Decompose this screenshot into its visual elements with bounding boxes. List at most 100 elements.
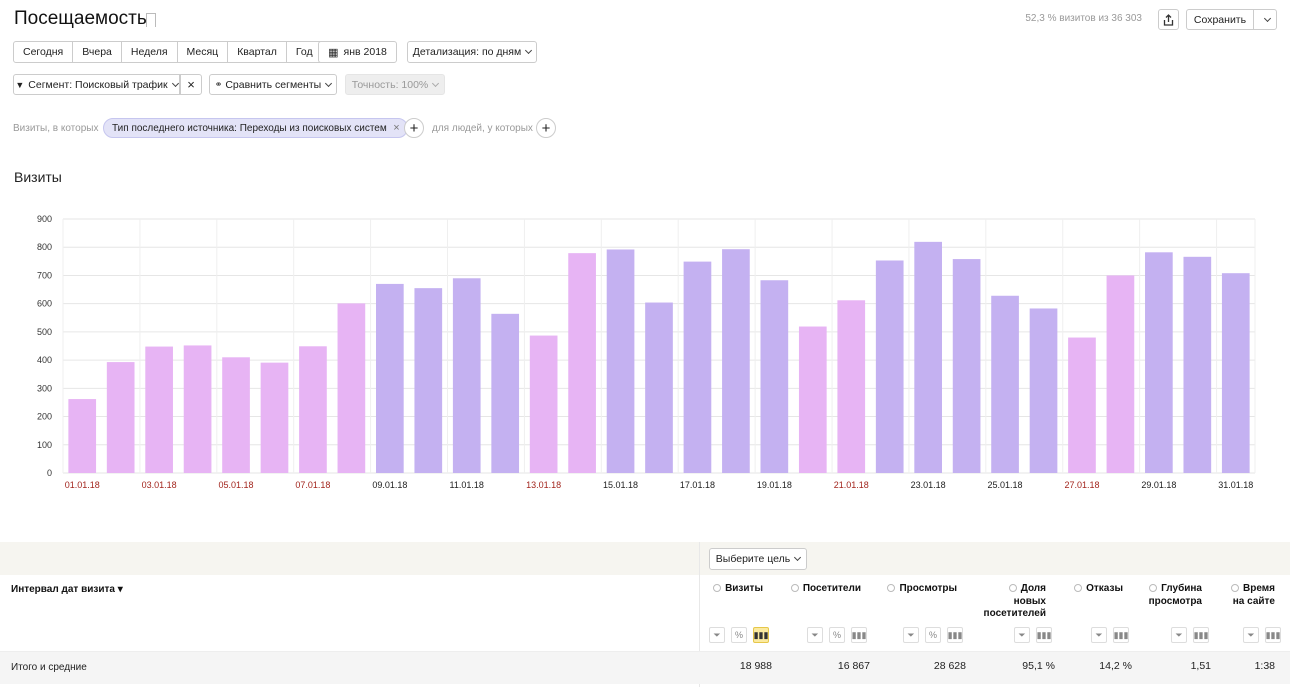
col-time[interactable]: Время на сайте: [1225, 583, 1275, 608]
bar-chart-icon[interactable]: ▮▮▮: [1036, 627, 1052, 643]
bar-chart-icon[interactable]: ▮▮▮: [753, 627, 769, 643]
total-views: 28 628: [933, 660, 966, 672]
bar: [68, 399, 97, 473]
close-icon[interactable]: ×: [393, 122, 400, 134]
radio-icon[interactable]: [1231, 584, 1239, 592]
page-title: Посещаемость: [14, 8, 147, 29]
col-time-label: Время на сайте: [1232, 583, 1275, 607]
period-month[interactable]: Месяц: [178, 42, 229, 62]
goal-label: Выберите цель: [715, 553, 791, 565]
radio-icon[interactable]: [713, 584, 722, 592]
goal-select[interactable]: Выберите цель: [709, 548, 807, 570]
accuracy-label: Точность: 100%: [351, 78, 429, 91]
x-tick-label: 25.01.18: [988, 480, 1023, 490]
bar: [1106, 275, 1135, 473]
export-button[interactable]: [1158, 9, 1179, 30]
period-today[interactable]: Сегодня: [14, 42, 74, 62]
bar: [452, 278, 481, 473]
add-people-filter-button[interactable]: +: [536, 118, 556, 138]
percent-icon[interactable]: %: [829, 627, 845, 643]
period-week[interactable]: Неделя: [122, 42, 178, 62]
x-tick-label: 27.01.18: [1064, 480, 1099, 490]
filter-icon[interactable]: ⏷: [903, 627, 919, 643]
bar: [1029, 308, 1058, 473]
total-visitors: 16 867: [837, 660, 870, 672]
col-visits[interactable]: Визиты: [713, 583, 763, 596]
bar: [106, 362, 135, 473]
bar-chart-icon[interactable]: ▮▮▮: [1265, 627, 1281, 643]
bar: [183, 345, 212, 473]
add-visit-filter-button[interactable]: +: [404, 118, 424, 138]
bar: [991, 295, 1019, 473]
bar: [375, 283, 404, 473]
bar-chart-icon[interactable]: ▮▮▮: [1193, 627, 1209, 643]
filter-icon[interactable]: ⏷: [1171, 627, 1187, 643]
period-quarter[interactable]: Квартал: [228, 42, 287, 62]
bar: [1145, 252, 1173, 473]
filter-chip-label: Тип последнего источника: Переходы из по…: [112, 122, 387, 134]
col-new-visitors[interactable]: Доля новых посетителей: [980, 583, 1046, 621]
percent-icon[interactable]: %: [731, 627, 747, 643]
x-tick-label: 05.01.18: [219, 480, 254, 490]
accuracy-button[interactable]: Точность: 100%: [345, 74, 445, 95]
bar: [337, 303, 366, 473]
period-year[interactable]: Год: [295, 46, 313, 58]
bar-chart-icon[interactable]: ▮▮▮: [851, 627, 867, 643]
filter-chip[interactable]: Тип последнего источника: Переходы из по…: [103, 118, 408, 138]
period-selector: Сегодня Вчера Неделя Месяц Квартал Год: [13, 41, 323, 63]
date-range-button[interactable]: ▦ янв 2018: [318, 41, 397, 63]
col-views[interactable]: Просмотры: [887, 583, 957, 596]
filter-icon[interactable]: ⏷: [1014, 627, 1030, 643]
total-depth: 1,51: [1190, 660, 1211, 672]
bar: [875, 260, 904, 473]
col-bounces[interactable]: Отказы: [1074, 583, 1123, 596]
filter-icon[interactable]: ⏷: [709, 627, 725, 643]
bookmark-icon[interactable]: [146, 13, 156, 27]
percent-icon[interactable]: %: [925, 627, 941, 643]
column-divider: [699, 542, 700, 687]
chevron-down-icon: [1263, 14, 1272, 22]
detail-select[interactable]: Детализация: по дням: [407, 41, 537, 63]
col-depth[interactable]: Глубина просмотра: [1144, 583, 1202, 608]
visits-summary: 52,3 % визитов из 36 303: [1025, 13, 1142, 24]
segment-button[interactable]: ▼ Сегмент: Поисковый трафик: [13, 74, 180, 95]
date-range-label: янв 2018: [343, 46, 387, 58]
filter-icon: ▼: [15, 79, 25, 90]
chevron-down-icon: [794, 553, 802, 562]
radio-icon[interactable]: [1008, 584, 1017, 592]
total-time: 1:38: [1254, 660, 1275, 672]
bar: [952, 259, 981, 473]
filter-icon[interactable]: ⏷: [1243, 627, 1259, 643]
x-tick-label: 23.01.18: [911, 480, 946, 490]
col-new-visitors-label: Доля новых посетителей: [983, 583, 1046, 619]
bar: [683, 261, 712, 473]
save-menu-button[interactable]: [1253, 9, 1277, 30]
y-tick-label: 100: [37, 440, 52, 450]
clear-segment-button[interactable]: ×: [180, 74, 202, 95]
chevron-down-icon: [171, 79, 179, 87]
radio-icon[interactable]: [1074, 584, 1083, 592]
dimension-header[interactable]: Интервал дат визита ▾: [11, 584, 123, 595]
bar-chart-icon[interactable]: ▮▮▮: [1113, 627, 1129, 643]
compare-segments-button[interactable]: ⚭ Сравнить сегменты: [209, 74, 337, 95]
bar: [722, 249, 750, 473]
bar: [1068, 337, 1096, 473]
filter-icon[interactable]: ⏷: [807, 627, 823, 643]
filter-prefix: Визиты, в которых: [13, 123, 99, 134]
bar: [414, 288, 443, 473]
radio-icon[interactable]: [887, 584, 896, 592]
filter-icon[interactable]: ⏷: [1091, 627, 1107, 643]
y-tick-label: 600: [37, 299, 52, 309]
radio-icon[interactable]: [1149, 584, 1158, 592]
save-button[interactable]: Сохранить: [1186, 9, 1254, 30]
x-tick-label: 17.01.18: [680, 480, 715, 490]
period-yesterday[interactable]: Вчера: [73, 42, 122, 62]
y-tick-label: 0: [47, 468, 52, 478]
goal-band: [0, 542, 1290, 575]
compare-label: Сравнить сегменты: [225, 78, 322, 91]
bar-chart-icon[interactable]: ▮▮▮: [947, 627, 963, 643]
col-visitors[interactable]: Посетители: [790, 583, 861, 596]
x-tick-label: 21.01.18: [834, 480, 869, 490]
total-bounces: 14,2 %: [1099, 660, 1132, 672]
radio-icon[interactable]: [790, 584, 799, 592]
